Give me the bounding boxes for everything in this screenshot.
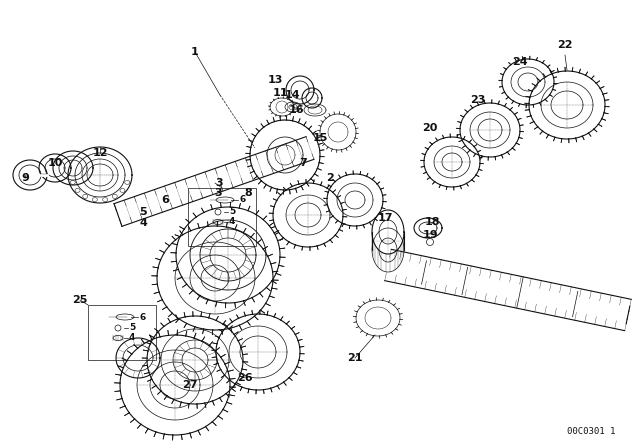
Text: 4: 4 xyxy=(129,333,136,343)
Text: 5: 5 xyxy=(129,323,135,332)
Text: 00C0301 1: 00C0301 1 xyxy=(566,427,615,436)
Bar xyxy=(188,188,256,246)
Text: 21: 21 xyxy=(348,353,363,363)
Text: 2: 2 xyxy=(326,173,334,183)
Text: 18: 18 xyxy=(424,217,440,227)
Text: 6: 6 xyxy=(239,195,245,204)
Text: 12: 12 xyxy=(92,148,108,158)
Text: 23: 23 xyxy=(470,95,486,105)
Text: 9: 9 xyxy=(21,173,29,183)
Text: 4: 4 xyxy=(229,217,236,227)
Text: 10: 10 xyxy=(47,158,63,168)
Text: 11: 11 xyxy=(272,88,288,98)
Text: 8: 8 xyxy=(244,188,252,198)
Text: 26: 26 xyxy=(237,373,253,383)
Text: 17: 17 xyxy=(377,213,393,223)
Text: 24: 24 xyxy=(512,57,528,67)
Text: 1: 1 xyxy=(191,47,199,57)
Text: 5: 5 xyxy=(229,207,236,216)
Text: 6: 6 xyxy=(139,313,145,322)
Text: 5: 5 xyxy=(139,207,147,217)
Text: 27: 27 xyxy=(182,380,198,390)
Text: 22: 22 xyxy=(557,40,573,50)
Bar xyxy=(88,305,156,360)
Text: 15: 15 xyxy=(312,133,328,143)
Text: 16: 16 xyxy=(288,105,304,115)
Text: 14: 14 xyxy=(284,90,300,100)
Text: 7: 7 xyxy=(299,158,307,168)
Text: 3: 3 xyxy=(215,178,223,188)
Text: 25: 25 xyxy=(72,295,88,305)
Text: 20: 20 xyxy=(422,123,438,133)
Text: 6: 6 xyxy=(161,195,169,205)
Text: 3: 3 xyxy=(214,188,222,198)
Text: 13: 13 xyxy=(268,75,283,85)
Text: 19: 19 xyxy=(422,230,438,240)
Text: 4: 4 xyxy=(139,218,147,228)
